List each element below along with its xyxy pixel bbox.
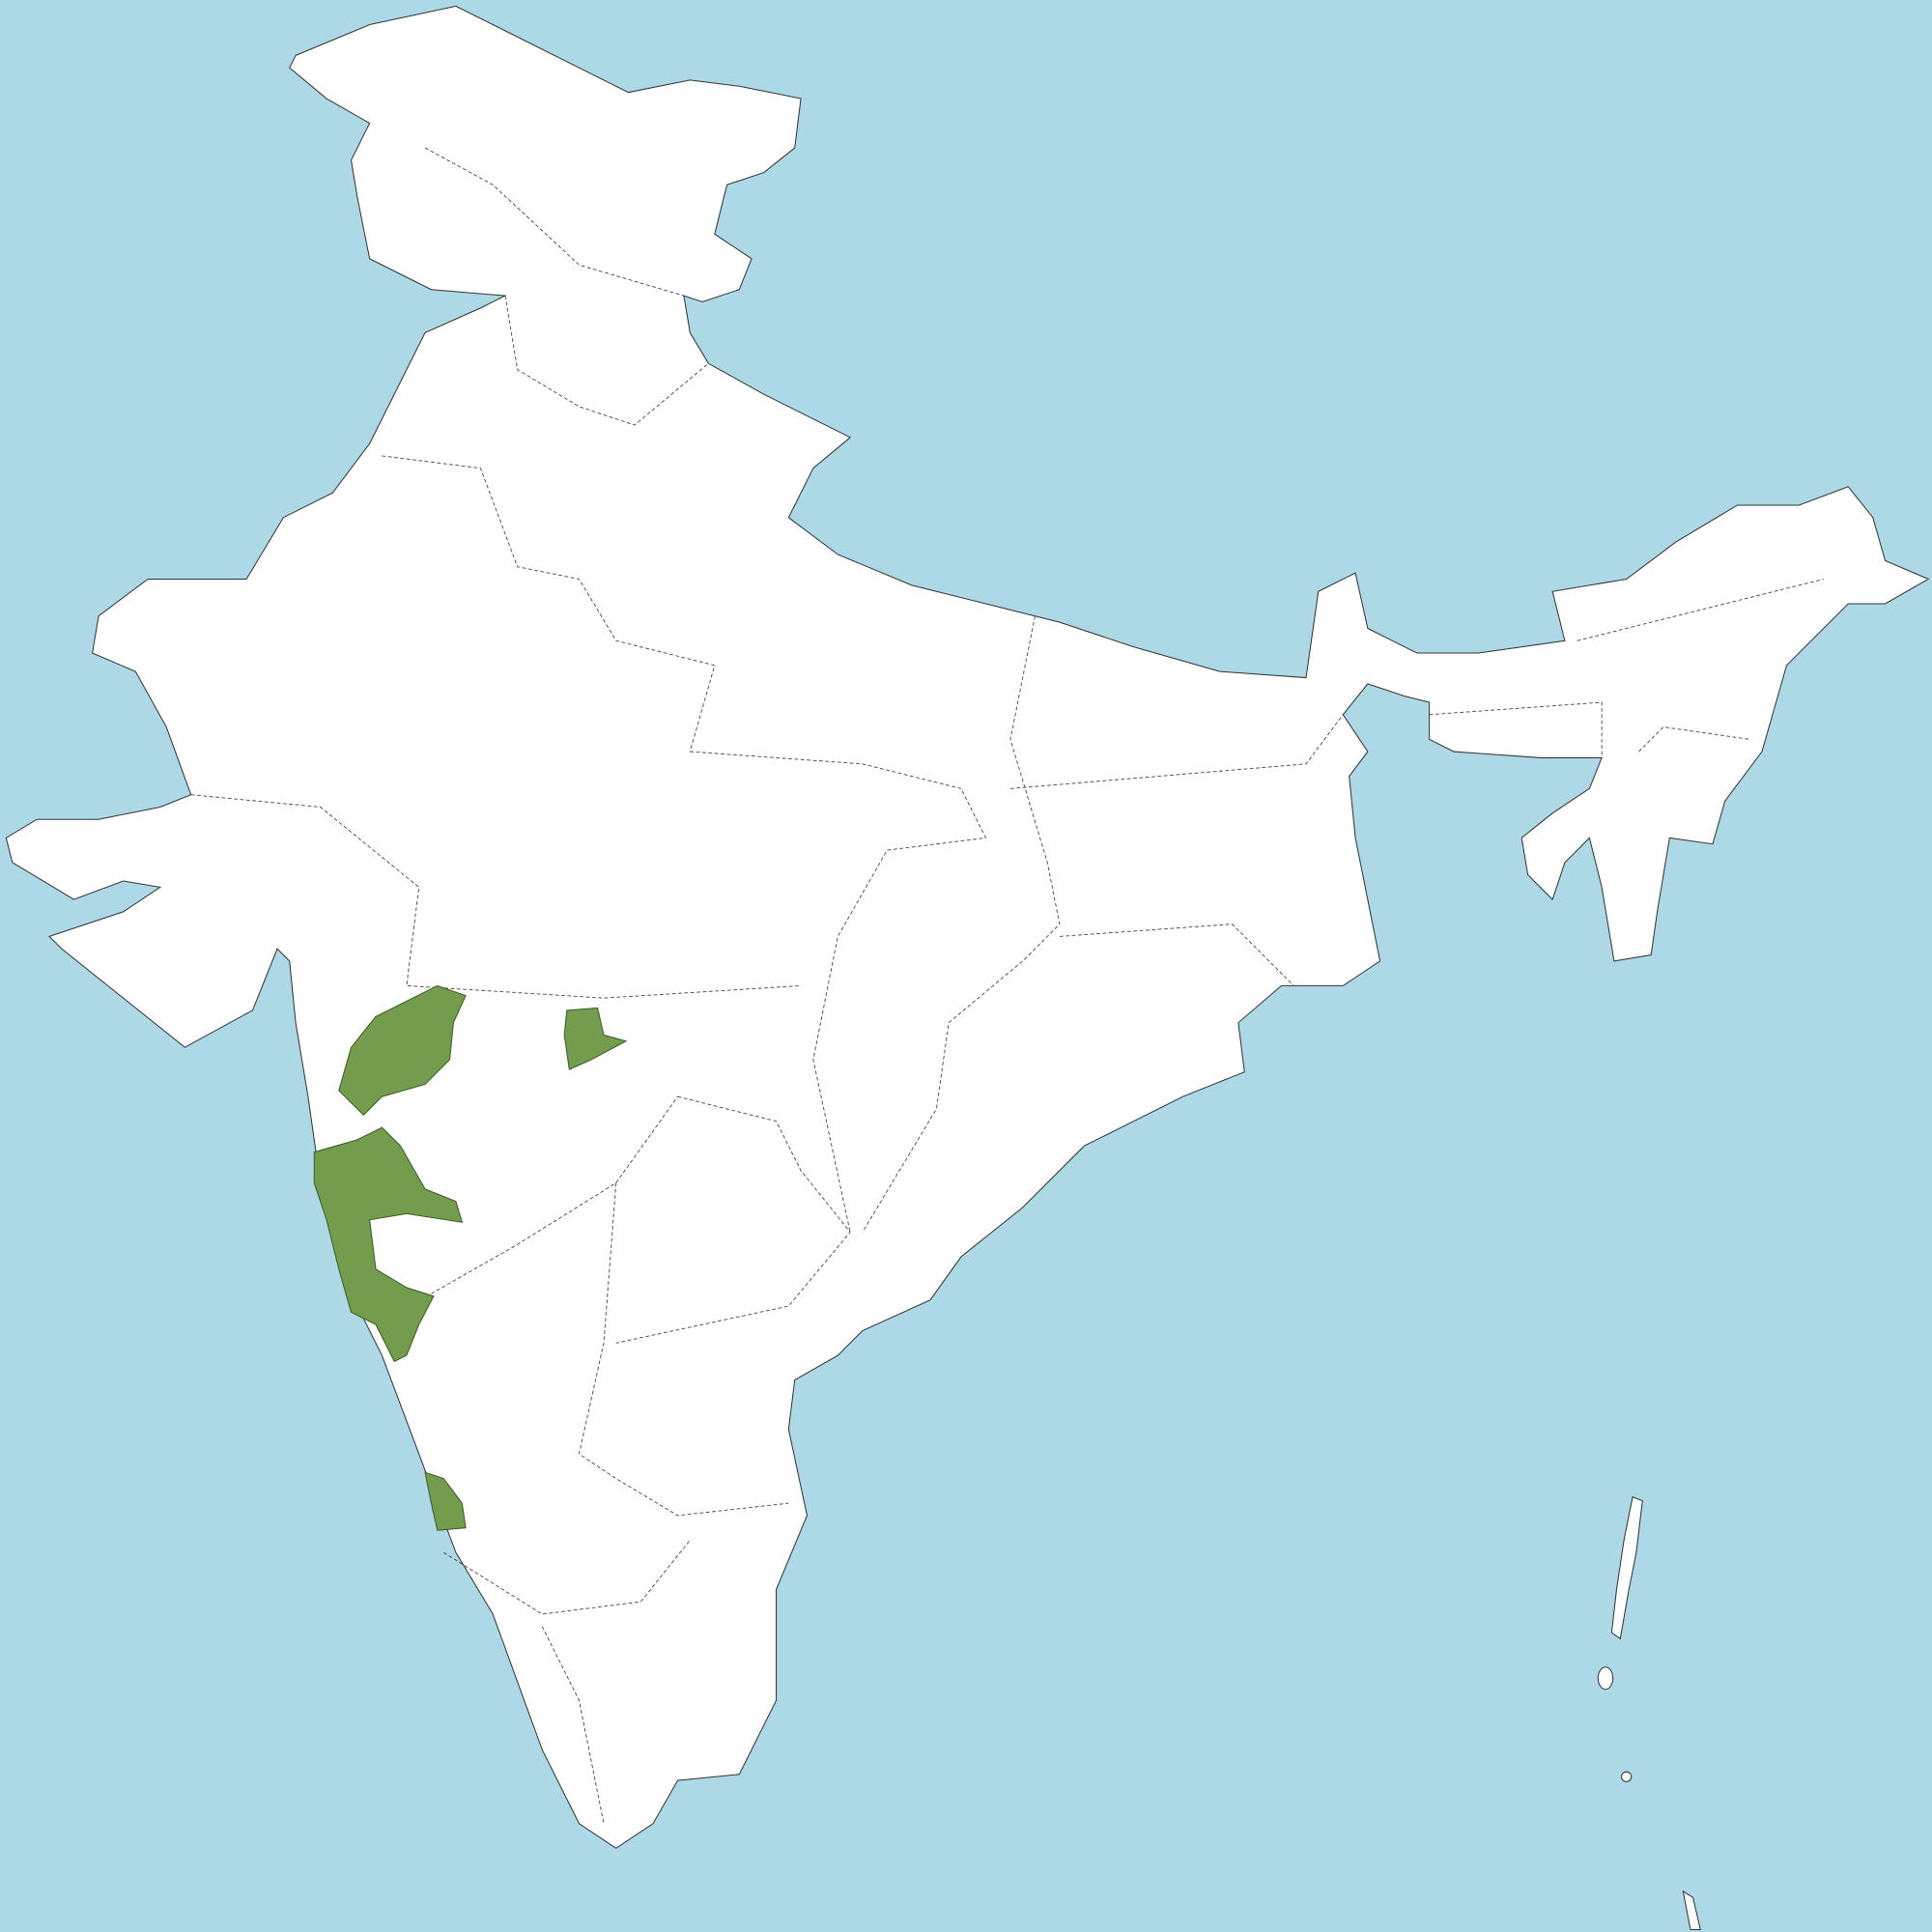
mainland: [5, 5, 1930, 1849]
andaman-islands: [1610, 1496, 1643, 1640]
highlighted-region[interactable]: [338, 984, 467, 1117]
nicobar-island: [1621, 1771, 1633, 1782]
highlighted-region[interactable]: [563, 1007, 628, 1070]
highlighted-region[interactable]: [424, 1471, 467, 1531]
great-nicobar-island: [1682, 1889, 1701, 1930]
nicobar-island: [1597, 1666, 1614, 1690]
highlighted-region[interactable]: [313, 1126, 464, 1363]
state-borders: [190, 147, 1824, 1824]
highlighted-districts: [313, 984, 628, 1531]
islands: [1597, 1496, 1701, 1930]
